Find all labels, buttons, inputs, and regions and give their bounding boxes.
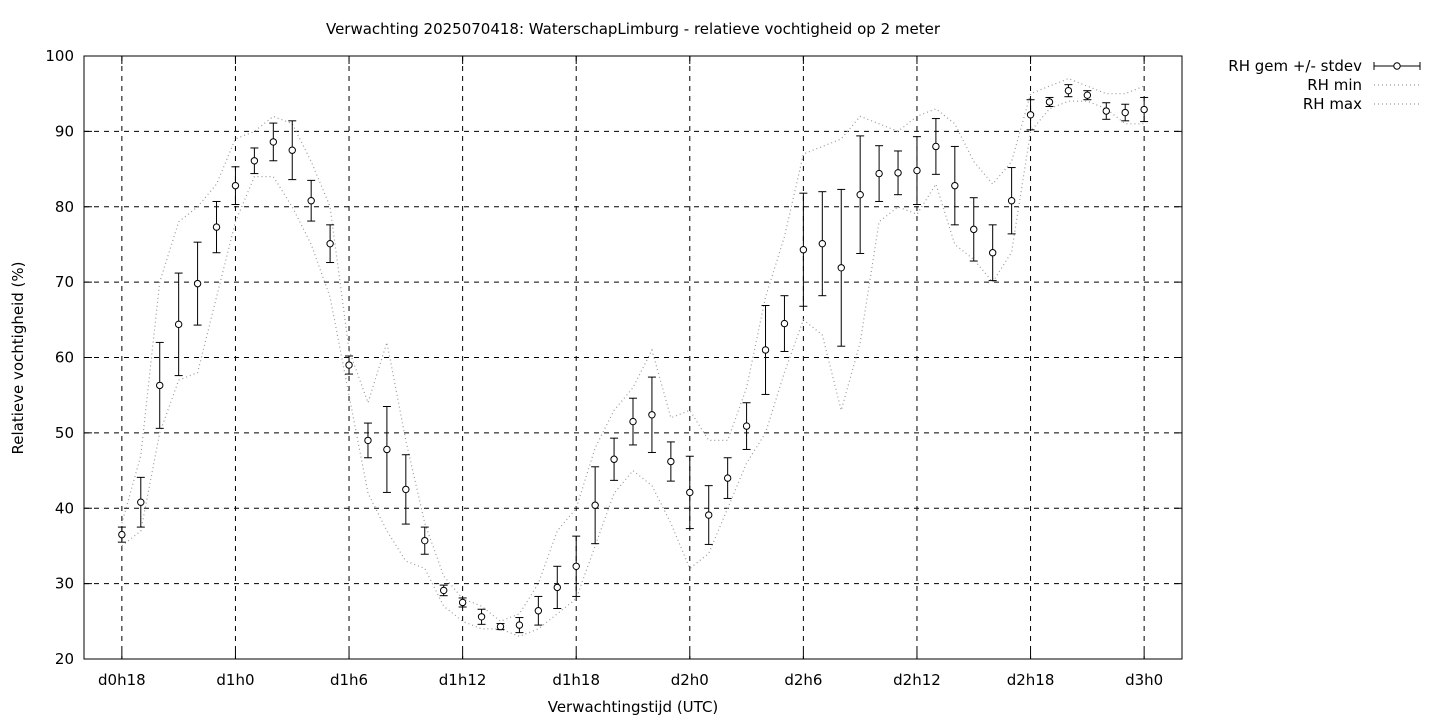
data-point bbox=[137, 498, 145, 506]
y-tick-label: 60 bbox=[55, 349, 74, 367]
data-point bbox=[818, 239, 827, 248]
grid-lines bbox=[84, 56, 1182, 659]
data-point bbox=[988, 249, 997, 257]
data-point bbox=[705, 511, 713, 519]
y-tick-label: 30 bbox=[55, 575, 74, 593]
data-point bbox=[913, 166, 921, 175]
chart-title: Verwachting 2025070418: WaterschapLimbur… bbox=[326, 20, 941, 38]
data-point bbox=[572, 562, 580, 570]
data-point bbox=[402, 485, 410, 494]
data-point bbox=[761, 346, 770, 354]
x-tick-label: d3h0 bbox=[1125, 671, 1163, 689]
data-point bbox=[383, 445, 391, 454]
x-tick-label: d2h0 bbox=[671, 671, 709, 689]
data-point bbox=[156, 381, 164, 390]
data-point bbox=[345, 361, 353, 369]
y-axis-label: Relatieve vochtigheid (%) bbox=[9, 261, 27, 454]
data-point bbox=[174, 320, 183, 329]
x-axis-ticks: d0h18 d1h0 d1h6 d1h12 d1h18 d2h0 d2h6 d2h12 d2h1… bbox=[98, 56, 1163, 689]
data-point bbox=[629, 417, 637, 426]
data-point bbox=[799, 246, 808, 254]
x-tick-label: d1h0 bbox=[216, 671, 254, 689]
data-point bbox=[856, 190, 864, 199]
data-point bbox=[326, 239, 334, 248]
legend-label: RH min bbox=[1307, 76, 1362, 94]
data-point bbox=[1121, 108, 1129, 117]
data-point bbox=[421, 536, 429, 545]
data-point bbox=[307, 197, 315, 205]
data-point bbox=[742, 422, 751, 430]
data-point bbox=[894, 169, 902, 177]
data-point bbox=[458, 598, 467, 607]
x-axis-label: Verwachtingstijd (UTC) bbox=[548, 698, 719, 716]
x-tick-label: d2h6 bbox=[784, 671, 822, 689]
data-point bbox=[553, 583, 561, 592]
x-tick-label: d0h18 bbox=[98, 671, 146, 689]
data-point bbox=[1083, 91, 1092, 99]
x-tick-label: d1h12 bbox=[439, 671, 487, 689]
data-point bbox=[515, 621, 524, 629]
data-point bbox=[723, 474, 732, 482]
data-point bbox=[1064, 86, 1073, 95]
data-point bbox=[667, 457, 675, 466]
data-point bbox=[288, 146, 296, 154]
legend-label: RH max bbox=[1303, 95, 1362, 113]
y-tick-label: 80 bbox=[55, 198, 74, 216]
data-point bbox=[837, 264, 845, 272]
y-tick-label: 70 bbox=[55, 273, 74, 291]
data-point bbox=[1045, 98, 1054, 106]
data-point bbox=[477, 613, 486, 621]
data-point bbox=[1026, 111, 1035, 119]
y-tick-label: 100 bbox=[45, 47, 74, 65]
y-axis-ticks: 20 30 40 50 60 70 80 90 100 bbox=[45, 47, 1182, 668]
data-point bbox=[932, 142, 940, 151]
legend-label: RH gem +/- stdev bbox=[1228, 57, 1362, 75]
series-rh-mean bbox=[117, 84, 1149, 634]
y-tick-label: 40 bbox=[55, 499, 74, 517]
data-point bbox=[970, 225, 978, 234]
data-point bbox=[1007, 197, 1016, 205]
data-point bbox=[1102, 107, 1110, 115]
data-point bbox=[439, 586, 448, 595]
y-tick-label: 20 bbox=[55, 650, 74, 668]
data-point bbox=[951, 181, 959, 190]
data-point bbox=[118, 530, 126, 539]
data-point bbox=[364, 436, 372, 445]
data-point bbox=[780, 319, 789, 328]
data-point bbox=[231, 181, 240, 190]
data-point bbox=[610, 455, 618, 463]
data-point bbox=[269, 138, 278, 146]
legend-marker bbox=[1393, 62, 1401, 70]
data-point bbox=[1140, 105, 1148, 114]
data-point bbox=[534, 607, 543, 615]
data-point bbox=[686, 488, 694, 497]
data-point bbox=[591, 501, 599, 509]
data-point bbox=[875, 169, 883, 178]
data-point bbox=[193, 279, 202, 288]
x-tick-label: d1h18 bbox=[552, 671, 600, 689]
data-point bbox=[250, 157, 259, 165]
x-tick-label: d2h12 bbox=[893, 671, 941, 689]
y-tick-label: 90 bbox=[55, 122, 74, 140]
x-tick-label: d2h18 bbox=[1007, 671, 1055, 689]
y-tick-label: 50 bbox=[55, 424, 74, 442]
data-point bbox=[648, 411, 656, 419]
x-tick-label: d1h6 bbox=[330, 671, 368, 689]
data-point bbox=[496, 622, 505, 631]
data-point bbox=[212, 223, 221, 231]
